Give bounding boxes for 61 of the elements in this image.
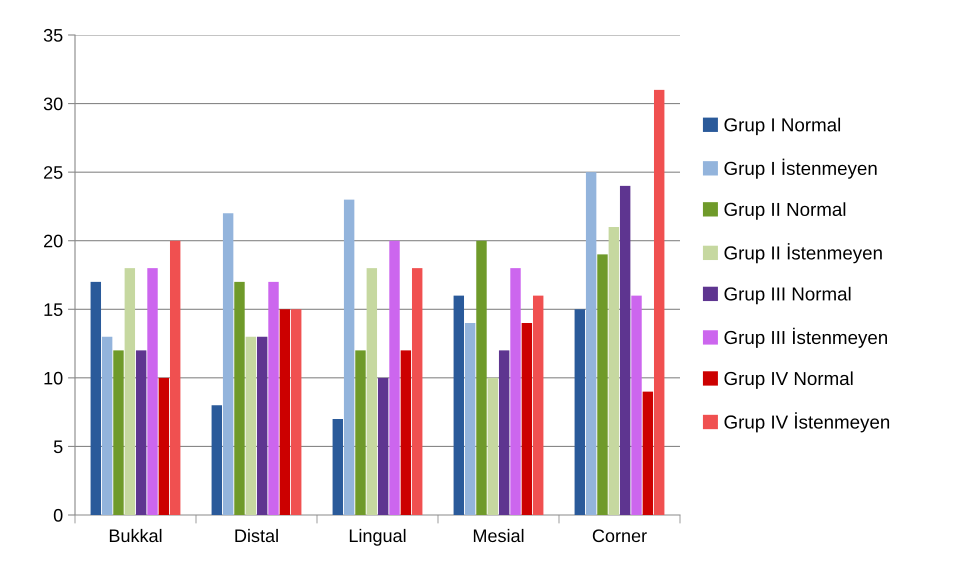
legend-label: Grup I İstenmeyen [724, 158, 877, 179]
bar [400, 350, 412, 515]
bar [234, 282, 245, 515]
bar [246, 336, 256, 515]
y-tick-label: 30 [44, 98, 62, 110]
x-tick-label: Bukkal [110, 528, 162, 542]
bar [532, 296, 544, 515]
bar [510, 268, 521, 515]
bar [378, 378, 388, 515]
bar [620, 186, 630, 515]
bar [124, 268, 136, 515]
bar [586, 172, 596, 515]
y-tick-label: 20 [44, 234, 62, 248]
bar [158, 378, 170, 515]
bar [608, 227, 620, 515]
bar [454, 296, 464, 515]
legend-label: Grup IV İstenmeyen [724, 412, 890, 432]
legend-label: Grup I Normal [724, 118, 840, 136]
bar [212, 405, 222, 515]
bar [654, 90, 664, 515]
bar [366, 268, 378, 515]
bar [476, 240, 487, 515]
x-tick-label: Distal [235, 528, 278, 542]
bar [332, 419, 344, 515]
legend-label: Grup IV Normal [724, 371, 853, 389]
bar [136, 350, 146, 515]
bar [412, 268, 422, 515]
y-tick-label: 0 [54, 508, 62, 522]
bar [222, 213, 234, 515]
bar [147, 268, 158, 515]
bar [522, 323, 532, 515]
bar [631, 296, 642, 515]
x-tick-label: Corner [592, 529, 647, 542]
bar [344, 200, 354, 515]
bar [355, 350, 366, 515]
bar [268, 282, 279, 515]
bar [597, 254, 608, 515]
y-tick-label: 35 [44, 28, 62, 42]
x-tick-label: Mesial [474, 528, 524, 542]
bar [170, 240, 180, 515]
legend-label: Grup III Normal [724, 286, 850, 304]
legend-label: Grup III İstenmeyen [724, 328, 887, 348]
y-tick-label: 25 [44, 166, 62, 179]
bar [280, 309, 290, 515]
bar [256, 336, 268, 515]
bar [90, 282, 102, 515]
y-tick-label: 15 [44, 303, 62, 316]
y-tick-label: 5 [54, 440, 62, 454]
bar [498, 350, 510, 515]
x-tick-label: Lingual [350, 528, 406, 546]
y-tick-label: 10 [44, 372, 62, 385]
bar [389, 240, 400, 515]
bar [464, 323, 476, 515]
legend-label: Grup II İstenmeyen [724, 243, 882, 264]
legend-label: Grup II Normal [724, 202, 846, 220]
bar [642, 392, 654, 515]
bar [102, 336, 112, 515]
bar [113, 350, 124, 515]
bar [290, 309, 302, 515]
bar [488, 378, 498, 515]
bar [574, 309, 586, 515]
